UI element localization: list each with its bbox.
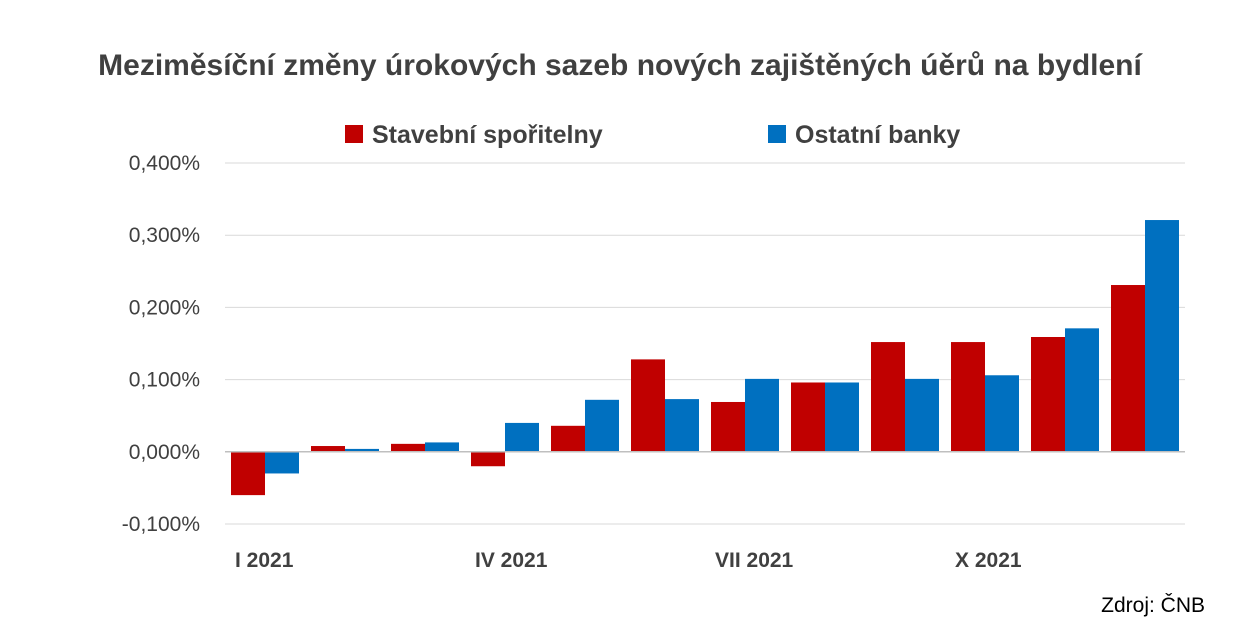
x-tick-label: IV 2021 (475, 549, 548, 572)
bar (551, 425, 585, 452)
y-tick-label: -0,100% (122, 513, 200, 536)
source-note: Zdroj: ČNB (1101, 594, 1205, 617)
y-axis-ticks: -0,100% 0,000% 0,100% 0,200% 0,300% 0,400% (122, 152, 200, 536)
bar (585, 399, 619, 452)
legend-swatch (768, 125, 786, 143)
bar (345, 448, 379, 452)
bars (231, 220, 1179, 496)
legend-label: Ostatní banky (795, 121, 960, 149)
bar (631, 359, 665, 452)
bar (391, 443, 425, 452)
bar (1145, 220, 1179, 452)
bar (745, 378, 779, 452)
bar (425, 442, 459, 452)
bar (791, 382, 825, 452)
bar (505, 422, 539, 452)
bar (1065, 328, 1099, 452)
bar (231, 451, 265, 496)
legend-label: Stavební spořitelny (372, 121, 603, 149)
x-tick-label: X 2021 (955, 549, 1022, 572)
bar (471, 451, 505, 467)
bar (265, 451, 299, 474)
x-axis-ticks: I 2021 IV 2021 VII 2021 X 2021 (235, 549, 1022, 572)
bar (665, 399, 699, 452)
y-tick-label: 0,200% (129, 296, 200, 319)
bar (985, 375, 1019, 452)
y-tick-label: 0,300% (129, 224, 200, 247)
chart-title: Meziměsíční změny úrokových sazeb nových… (98, 49, 1143, 82)
legend: Stavební spořitelny Ostatní banky (345, 121, 960, 149)
x-tick-label: I 2021 (235, 549, 294, 572)
gridlines (225, 162, 1185, 525)
bar (905, 378, 939, 452)
bar (871, 342, 905, 452)
legend-swatch (345, 125, 363, 143)
bar (1111, 285, 1145, 452)
y-tick-label: 0,100% (129, 369, 200, 392)
bar (825, 382, 859, 452)
x-tick-label: VII 2021 (715, 549, 794, 572)
y-tick-label: 0,000% (129, 441, 200, 464)
bar (311, 446, 345, 452)
bar (1031, 337, 1065, 452)
y-tick-label: 0,400% (129, 152, 200, 175)
bar (711, 401, 745, 452)
bar (951, 342, 985, 452)
